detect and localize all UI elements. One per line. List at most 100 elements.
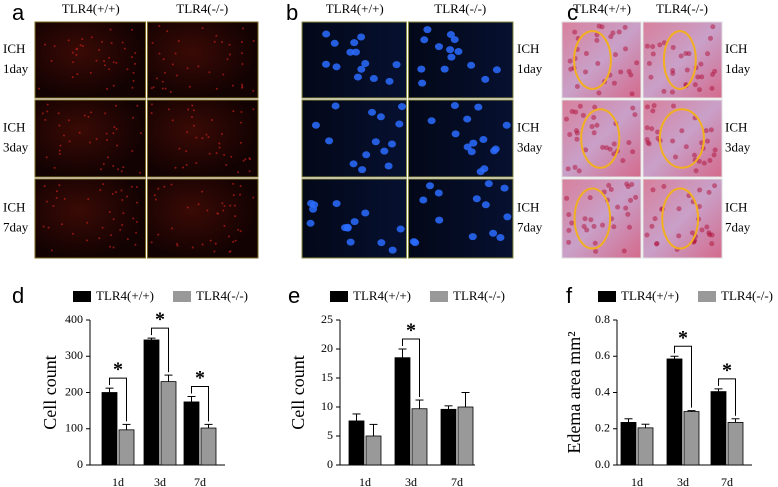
lesion-outline — [661, 187, 700, 250]
speck — [708, 127, 714, 133]
speck — [237, 228, 240, 231]
speck — [130, 56, 133, 59]
speck — [221, 202, 224, 205]
nucleus — [447, 53, 456, 61]
speck — [153, 194, 156, 197]
speck — [239, 185, 242, 188]
speck — [89, 71, 92, 74]
speck — [244, 158, 247, 161]
x-tick-label: 3d — [154, 475, 166, 487]
speck — [223, 224, 226, 227]
speck — [591, 114, 597, 120]
speck — [648, 74, 654, 80]
column-header: TLR4(+/+) — [326, 1, 384, 16]
speck — [646, 61, 652, 67]
speck — [649, 126, 655, 132]
speck — [566, 239, 572, 245]
speck — [669, 89, 675, 95]
significance-bracket — [718, 378, 736, 416]
x-tick-label: 1d — [631, 475, 643, 487]
speck — [670, 44, 676, 50]
speck — [136, 201, 139, 204]
speck — [131, 86, 134, 89]
speck — [105, 132, 108, 135]
speck — [44, 43, 47, 46]
speck — [633, 194, 639, 200]
speck — [582, 216, 588, 222]
speck — [568, 66, 574, 72]
speck — [75, 48, 78, 51]
y-tick-label: 5 — [327, 428, 333, 442]
speck — [197, 65, 200, 68]
speck — [102, 163, 105, 166]
nucleus — [384, 162, 393, 170]
speck — [45, 200, 48, 203]
speck — [114, 191, 117, 194]
nucleus — [307, 199, 316, 207]
column-header: TLR4(+/+) — [62, 1, 120, 16]
speck — [205, 133, 208, 136]
speck — [634, 60, 640, 66]
speck — [600, 222, 606, 228]
speck — [152, 86, 155, 89]
speck — [241, 62, 244, 65]
nucleus — [435, 216, 444, 224]
speck — [57, 112, 60, 115]
speck — [164, 87, 167, 90]
legend-swatch — [330, 291, 348, 302]
speck — [134, 51, 137, 54]
speck — [112, 132, 115, 135]
speck — [252, 39, 255, 42]
speck — [567, 132, 573, 138]
y-axis-label: Cell count — [40, 355, 60, 430]
speck — [177, 40, 180, 43]
speck — [139, 171, 142, 174]
nucleus — [425, 182, 434, 190]
legend-swatch — [698, 291, 716, 302]
speck — [610, 30, 616, 36]
bar — [348, 420, 365, 466]
y-axis-label: Cell count — [288, 355, 308, 430]
speck — [650, 187, 656, 193]
speck — [55, 197, 58, 200]
speck — [157, 187, 160, 190]
speck — [696, 87, 702, 93]
speck — [248, 170, 251, 173]
nucleus — [331, 102, 340, 110]
speck — [661, 183, 667, 189]
speck — [213, 250, 216, 253]
speck — [583, 51, 589, 57]
nucleus — [380, 147, 389, 155]
speck — [228, 250, 231, 253]
speck — [113, 126, 116, 129]
row-label: ICH — [725, 41, 747, 56]
speck — [102, 183, 105, 186]
speck — [583, 69, 589, 75]
nucleus — [434, 189, 443, 197]
nucleus — [346, 238, 355, 246]
speck — [622, 24, 628, 30]
speck — [239, 141, 242, 144]
speck — [87, 115, 90, 118]
speck — [111, 192, 114, 195]
speck — [595, 61, 601, 67]
speck — [45, 156, 48, 159]
speck — [670, 71, 676, 77]
speck — [620, 158, 626, 164]
speck — [112, 246, 115, 249]
speck — [628, 197, 634, 203]
speck — [569, 220, 575, 226]
speck — [44, 118, 47, 121]
significance-bracket — [109, 377, 127, 422]
x-tick-label: 7d — [451, 475, 463, 487]
y-tick-label: 400 — [65, 312, 83, 326]
speck — [150, 87, 153, 90]
nucleus — [419, 196, 428, 204]
bar — [160, 381, 177, 466]
speck — [85, 239, 88, 242]
nucleus — [463, 143, 472, 151]
speck — [58, 149, 61, 152]
speck — [109, 28, 112, 31]
speck — [38, 87, 41, 90]
micrograph — [642, 21, 723, 99]
